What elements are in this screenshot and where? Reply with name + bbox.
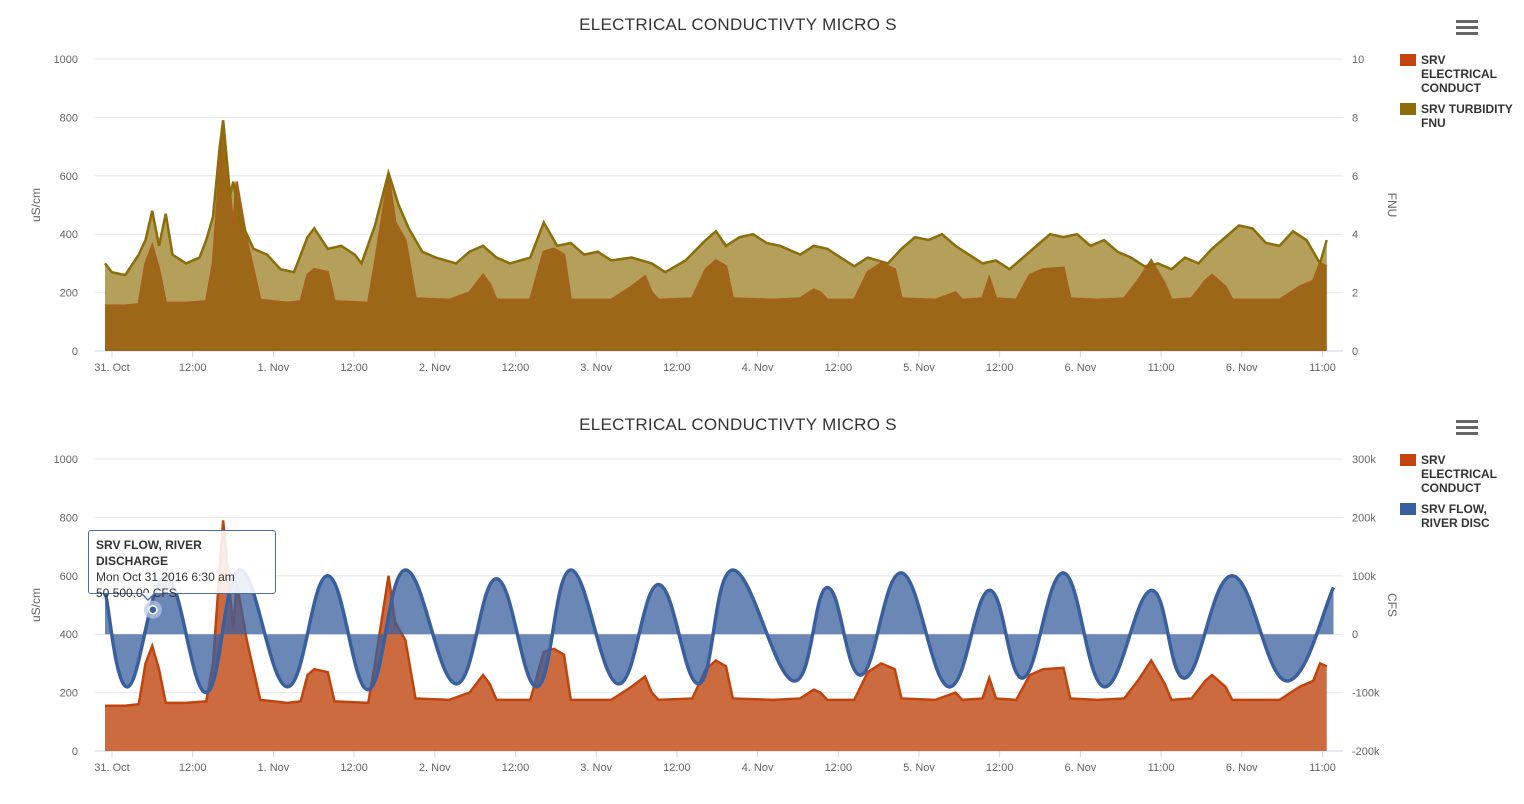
y2-tick-label: -200k [1352,746,1380,758]
legend-label: SRV TURBIDITY FNU [1421,102,1513,130]
legend-label: SRV [1421,453,1446,467]
y-axis-title: uS/cm [29,588,43,622]
chart-top: 0 200 400 600 800 1000 0 2 4 6 8 10 uS/cm FNU 31. Oct 1… [0,0,1524,400]
conductivity-line [105,520,1328,707]
y-tick-label: 800 [60,112,78,124]
x-tick-label: 31. Oct [94,762,129,774]
x-tick-label: 5. Nov [903,762,935,774]
x-tick-label: 6. Nov [1065,762,1097,774]
x-tick-label: 1. Nov [258,762,290,774]
y-tick-label: 400 [60,629,78,641]
legend: SRV ELECTRICAL CONDUCT SRV FLOW, RIVER DI… [1400,453,1524,537]
x-tick-label: 12:00 [986,362,1014,374]
x-tick-label: 11:00 [1148,362,1175,374]
y-tick-label: 800 [60,512,78,524]
x-tick-label: 4. Nov [742,362,774,374]
x-tick-label: 12:00 [340,762,368,774]
tooltip-arrow [142,593,154,599]
y2-tick-label: 200k [1352,512,1376,524]
hover-marker [148,604,158,615]
legend-item-turbidity[interactable]: SRV TURBIDITY FNU [1400,102,1524,130]
y-tick-label: 600 [60,571,78,583]
conductivity-area [105,120,1327,351]
legend: SRV ELECTRICAL CONDUCT SRV TURBIDITY FNU [1400,53,1524,137]
conductivity-line [105,120,1328,307]
legend-label: ELECTRICAL CONDUCT [1421,467,1497,495]
y-tick-label: 1000 [54,54,78,66]
chart-bottom-svg: 0 200 400 600 800 1000 -200k -100k 0 100k 200k 300k… [29,454,1399,774]
y2-tick-label: 4 [1352,229,1358,241]
chart-title: ELECTRICAL CONDUCTIVTY MICRO S [579,15,897,34]
tooltip: SRV FLOW, RIVER DISCHARGE Mon Oct 31 201… [88,530,276,600]
hamburger-menu-icon[interactable] [1456,420,1478,438]
y2-tick-label: 6 [1352,171,1358,183]
x-tick-label: 12:00 [502,762,530,774]
legend-swatch [1400,54,1416,66]
tooltip-series: SRV FLOW, RIVER DISCHARGE [96,538,202,568]
y2-tick-label: 300k [1352,454,1376,466]
hamburger-menu-icon[interactable] [1456,20,1478,38]
y2-tick-label: 2 [1352,288,1358,300]
chart-top-svg: 0 200 400 600 800 1000 0 2 4 6 8 10 uS/cm FNU 31. Oct 1… [29,54,1399,374]
x-tick-label: 12:00 [663,762,691,774]
legend-swatch [1400,503,1416,515]
legend-label: SRV [1421,53,1446,67]
y2-tick-label: 0 [1352,629,1358,641]
x-tick-label: 11:00 [1148,762,1175,774]
x-tick-label: 6. Nov [1065,362,1097,374]
y-tick-label: 600 [60,171,78,183]
tooltip-value: 50 500.00 CFS [96,586,177,600]
x-tick-label: 12:00 [825,362,853,374]
y-tick-label: 0 [72,346,78,358]
x-tick-label: 5. Nov [903,362,935,374]
turbidity-line [104,120,1328,277]
tooltip-time: Mon Oct 31 2016 6:30 am [96,570,235,584]
y-tick-label: 200 [60,688,78,700]
x-tick-label: 12:00 [825,762,853,774]
y2-tick-label: 10 [1352,54,1364,66]
legend-label: SRV FLOW, RIVER DISC [1421,502,1490,530]
y-tick-label: 1000 [54,454,78,466]
y2-axis-title: CFS [1385,593,1399,617]
y2-tick-label: 8 [1352,112,1358,124]
chart-title: ELECTRICAL CONDUCTIVTY MICRO S [579,415,897,434]
flow-line [103,568,1336,695]
x-tick-label: 1. Nov [258,362,290,374]
legend-item-conductivity[interactable]: SRV ELECTRICAL CONDUCT [1400,453,1524,495]
legend-swatch [1400,103,1416,115]
y2-tick-label: 100k [1352,571,1376,583]
y-tick-label: 0 [72,746,78,758]
x-tick-label: 11:00 [1309,362,1336,374]
x-tick-label: 4. Nov [742,762,774,774]
legend-item-flow[interactable]: SRV FLOW, RIVER DISC [1400,502,1524,530]
y2-axis-title: FNU [1385,193,1399,218]
x-tick-label: 2. Nov [419,762,451,774]
x-tick-label: 12:00 [340,362,368,374]
x-tick-label: 2. Nov [419,362,451,374]
legend-swatch [1400,454,1416,466]
y-axis-title: uS/cm [29,188,43,222]
y-tick-label: 400 [60,229,78,241]
x-tick-label: 3. Nov [580,362,612,374]
x-tick-label: 12:00 [179,362,207,374]
y2-tick-label: 0 [1352,346,1358,358]
x-tick-label: 12:00 [179,762,207,774]
x-tick-label: 12:00 [502,362,530,374]
conductivity-area [105,520,1327,751]
flow-area [105,569,1334,693]
y-tick-label: 200 [60,288,78,300]
chart-bottom: 0 200 400 600 800 1000 -200k -100k 0 100k 200k 300k… [0,400,1524,800]
x-tick-label: 12:00 [663,362,691,374]
x-tick-label: 31. Oct [94,362,129,374]
legend-item-conductivity[interactable]: SRV ELECTRICAL CONDUCT [1400,53,1524,95]
x-tick-label: 6. Nov [1226,362,1258,374]
x-tick-label: 12:00 [986,762,1014,774]
legend-label: ELECTRICAL CONDUCT [1421,67,1497,95]
x-tick-label: 11:00 [1309,762,1336,774]
x-tick-label: 3. Nov [580,762,612,774]
x-tick-label: 6. Nov [1226,762,1258,774]
y2-tick-label: -100k [1352,688,1380,700]
